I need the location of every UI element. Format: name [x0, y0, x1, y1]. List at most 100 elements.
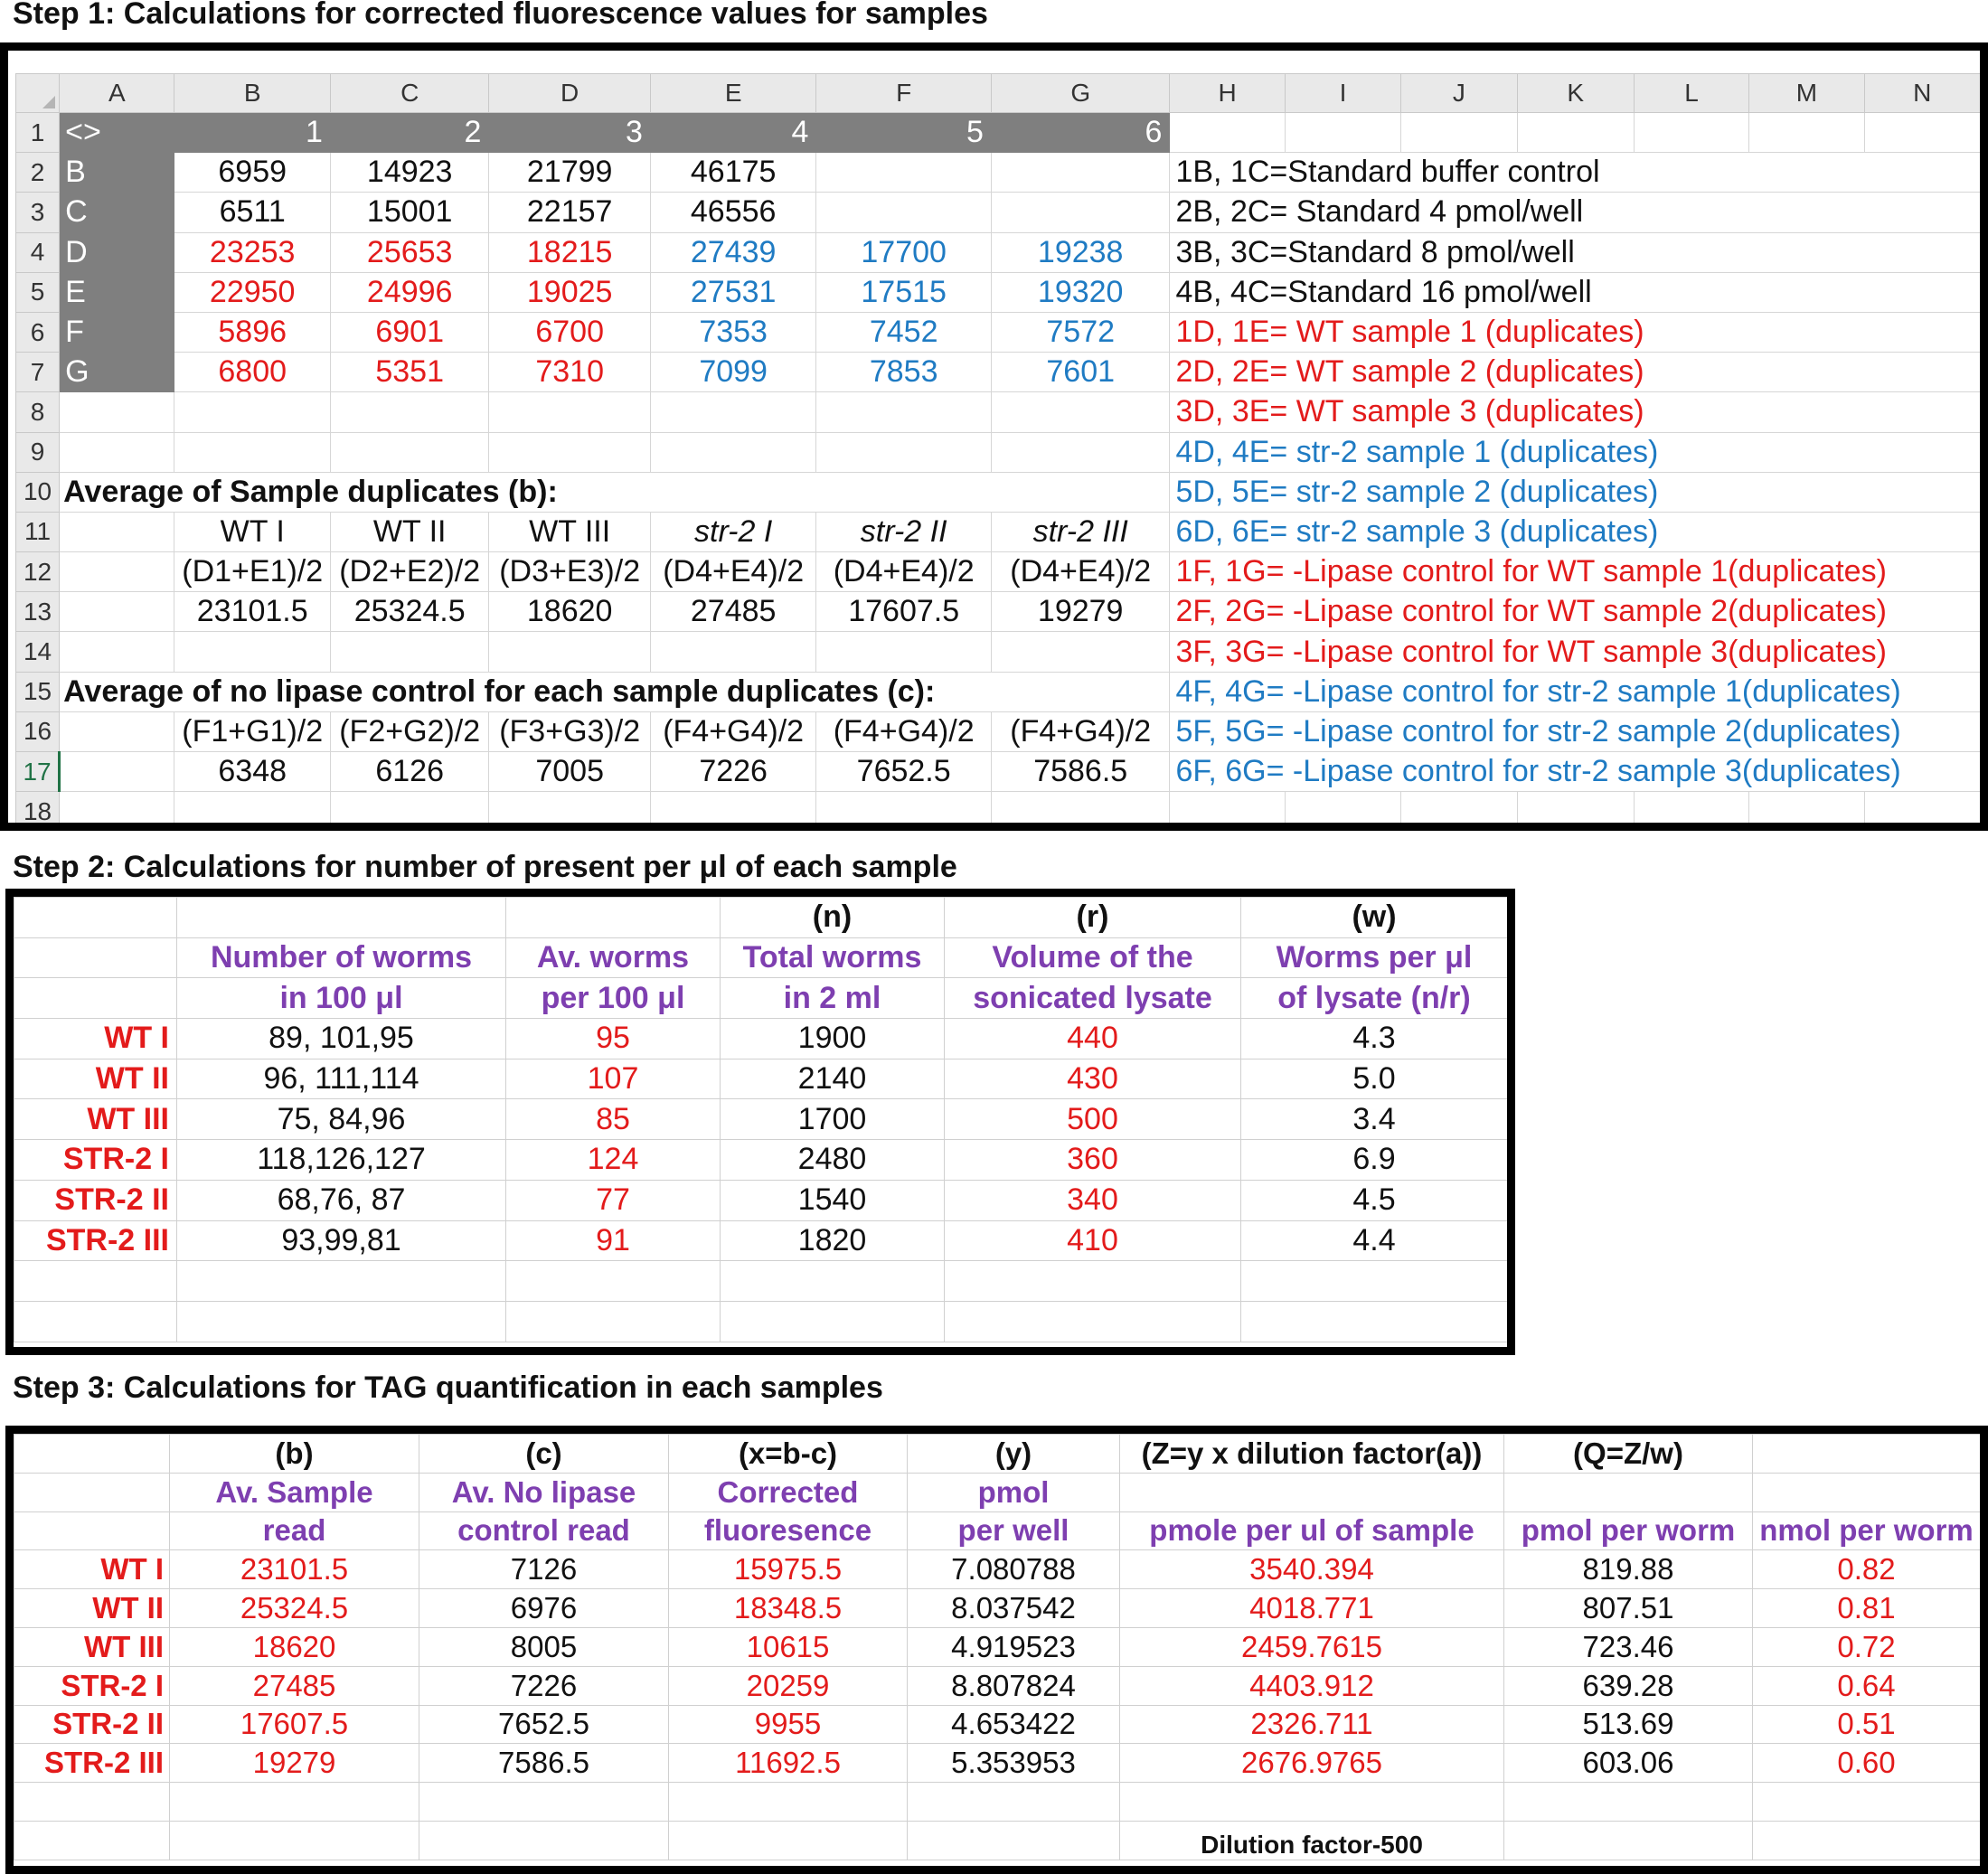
empty-cell[interactable] [649, 631, 817, 673]
plate-value-cell[interactable]: 5896 [174, 311, 331, 353]
legend-note-cell[interactable]: 6D, 6E= str-2 sample 3 (duplicates) [1169, 511, 1980, 553]
formula-cell[interactable]: (F2+G2)/2 [329, 711, 490, 753]
plate-value-cell[interactable]: 5351 [329, 352, 490, 393]
column-header-M[interactable]: M [1748, 73, 1865, 113]
plate-column-label[interactable]: 5 [815, 111, 992, 154]
row-number[interactable]: 11 [14, 511, 61, 553]
legend-note-cell[interactable]: 2B, 2C= Standard 4 pmol/well [1169, 192, 1980, 233]
empty-cell[interactable] [59, 391, 175, 433]
avg-sample-value-cell[interactable]: 17607.5 [815, 591, 992, 633]
column-header-F[interactable]: F [815, 73, 992, 113]
empty-cell[interactable] [488, 631, 651, 673]
row-number[interactable]: 7 [14, 352, 61, 393]
plate-value-cell[interactable]: 6959 [174, 152, 331, 193]
empty-cell[interactable] [1516, 791, 1635, 823]
avg-sample-heading[interactable]: Average of Sample duplicates (b): [59, 471, 1171, 513]
plate-value-cell[interactable]: 24996 [329, 271, 490, 313]
formula-cell[interactable]: (F1+G1)/2 [174, 711, 331, 753]
empty-cell[interactable] [1169, 111, 1286, 154]
plate-value-cell[interactable] [815, 192, 992, 233]
plate-value-cell[interactable]: 22950 [174, 271, 331, 313]
sample-name-cell[interactable]: WT I [174, 511, 331, 553]
row-number[interactable]: 17 [14, 750, 61, 793]
row-number[interactable]: 8 [14, 391, 61, 433]
empty-cell[interactable] [174, 791, 331, 823]
plate-value-cell[interactable]: 7853 [815, 352, 992, 393]
column-header-K[interactable]: K [1516, 73, 1635, 113]
row-number[interactable]: 6 [14, 311, 61, 353]
plate-value-cell[interactable]: 7310 [488, 352, 651, 393]
plate-value-cell[interactable]: 6700 [488, 311, 651, 353]
empty-cell[interactable] [329, 391, 490, 433]
empty-cell[interactable] [488, 431, 651, 473]
formula-cell[interactable]: (D2+E2)/2 [329, 551, 490, 593]
plate-column-label[interactable]: 6 [990, 111, 1171, 154]
plate-row-label[interactable]: G [59, 352, 175, 393]
avg-nolipase-value-cell[interactable]: 7586.5 [990, 750, 1171, 793]
formula-cell[interactable]: (F4+G4)/2 [990, 711, 1171, 753]
plate-value-cell[interactable]: 19238 [990, 231, 1171, 273]
empty-cell[interactable] [649, 431, 817, 473]
empty-cell[interactable] [815, 431, 992, 473]
sample-name-cell[interactable]: WT II [329, 511, 490, 553]
avg-nolipase-value-cell[interactable]: 7226 [649, 750, 817, 793]
plate-value-cell[interactable]: 27439 [649, 231, 817, 273]
plate-value-cell[interactable]: 7572 [990, 311, 1171, 353]
plate-value-cell[interactable]: 19025 [488, 271, 651, 313]
legend-note-cell[interactable]: 3F, 3G= -Lipase control for WT sample 3(… [1169, 631, 1980, 673]
row-number[interactable]: 9 [14, 431, 61, 473]
row-number[interactable]: 14 [14, 631, 61, 673]
empty-cell[interactable] [815, 631, 992, 673]
avg-sample-value-cell[interactable]: 19279 [990, 591, 1171, 633]
empty-cell[interactable] [990, 431, 1171, 473]
formula-cell[interactable]: (D1+E1)/2 [174, 551, 331, 593]
legend-note-cell[interactable]: 2D, 2E= WT sample 2 (duplicates) [1169, 352, 1980, 393]
plate-value-cell[interactable]: 17700 [815, 231, 992, 273]
empty-cell[interactable] [815, 791, 992, 823]
plate-value-cell[interactable]: 7099 [649, 352, 817, 393]
empty-cell[interactable] [59, 631, 175, 673]
plate-value-cell[interactable]: 23253 [174, 231, 331, 273]
avg-sample-value-cell[interactable]: 23101.5 [174, 591, 331, 633]
empty-cell[interactable] [1748, 111, 1865, 154]
sample-name-cell[interactable]: str-2 I [649, 511, 817, 553]
row-number[interactable]: 5 [14, 271, 61, 313]
plate-row-label[interactable]: C [59, 192, 175, 233]
row-number[interactable]: 13 [14, 591, 61, 633]
plate-value-cell[interactable]: 14923 [329, 152, 490, 193]
plate-value-cell[interactable]: 15001 [329, 192, 490, 233]
row-number[interactable]: 1 [14, 111, 61, 154]
empty-cell[interactable] [1633, 791, 1750, 823]
legend-note-cell[interactable]: 1F, 1G= -Lipase control for WT sample 1(… [1169, 551, 1980, 593]
empty-cell[interactable] [990, 631, 1171, 673]
empty-cell[interactable] [815, 391, 992, 433]
plate-value-cell[interactable]: 18215 [488, 231, 651, 273]
column-header-I[interactable]: I [1284, 73, 1402, 113]
empty-cell[interactable] [1516, 111, 1635, 154]
column-header-C[interactable]: C [329, 73, 490, 113]
column-header-L[interactable]: L [1633, 73, 1750, 113]
empty-cell[interactable] [59, 750, 175, 793]
column-header-G[interactable]: G [990, 73, 1171, 113]
legend-note-cell[interactable]: 5D, 5E= str-2 sample 2 (duplicates) [1169, 471, 1980, 513]
select-all-corner[interactable] [14, 73, 61, 113]
empty-cell[interactable] [59, 591, 175, 633]
sample-name-cell[interactable]: str-2 II [815, 511, 992, 553]
empty-cell[interactable] [59, 511, 175, 553]
plate-value-cell[interactable]: 25653 [329, 231, 490, 273]
plate-value-cell[interactable]: 21799 [488, 152, 651, 193]
empty-cell[interactable] [174, 631, 331, 673]
empty-cell[interactable] [649, 391, 817, 433]
empty-cell[interactable] [1284, 791, 1402, 823]
row-number[interactable]: 2 [14, 152, 61, 193]
plate-corner-cell[interactable]: <> [59, 111, 175, 154]
empty-cell[interactable] [649, 791, 817, 823]
row-number[interactable]: 3 [14, 192, 61, 233]
legend-note-cell[interactable]: 4F, 4G= -Lipase control for str-2 sample… [1169, 671, 1980, 712]
plate-column-label[interactable]: 4 [649, 111, 817, 154]
formula-cell[interactable]: (D4+E4)/2 [990, 551, 1171, 593]
plate-value-cell[interactable]: 22157 [488, 192, 651, 233]
empty-cell[interactable] [1863, 111, 1980, 154]
plate-column-label[interactable]: 3 [488, 111, 651, 154]
legend-note-cell[interactable]: 4D, 4E= str-2 sample 1 (duplicates) [1169, 431, 1980, 473]
